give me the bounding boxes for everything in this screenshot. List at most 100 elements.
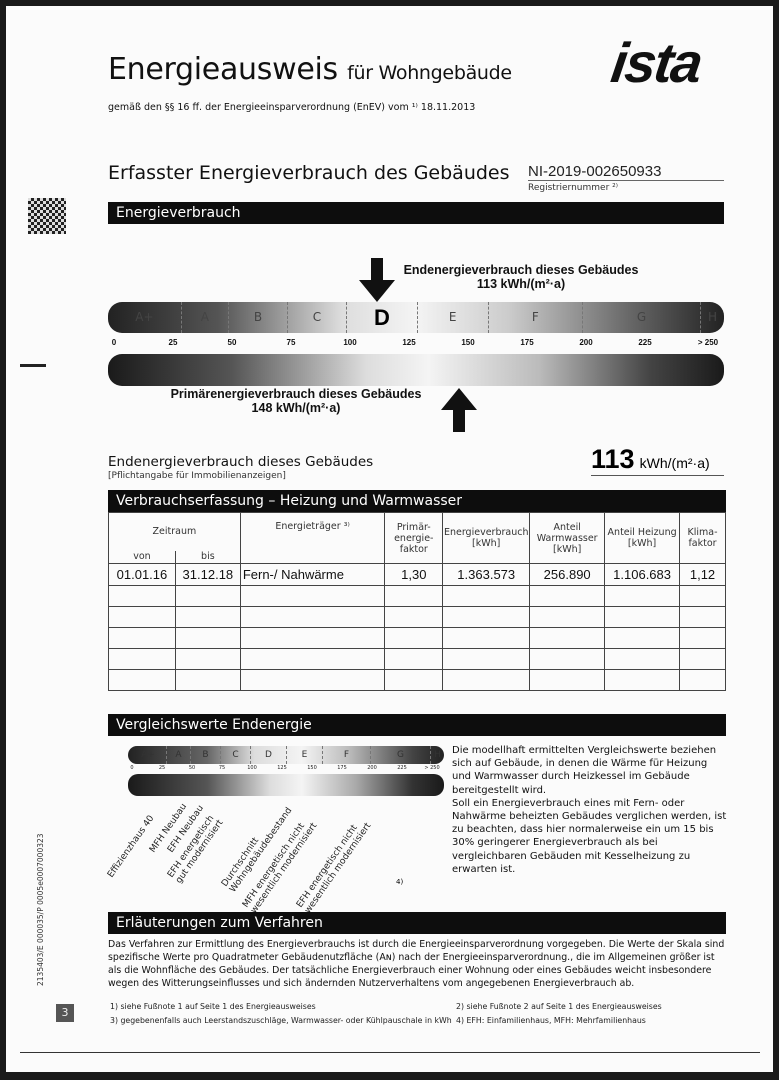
mini-tick: 225 <box>397 765 407 771</box>
table-cell <box>384 585 444 607</box>
mini-tick: 125 <box>277 765 287 771</box>
table-cell <box>174 669 241 691</box>
table-cell: 1.363.573 <box>442 563 531 586</box>
scale-tick: 175 <box>520 338 534 347</box>
mini-class-F: F <box>322 746 370 764</box>
table-cell <box>604 669 681 691</box>
document-page: Energieausweis für Wohngebäude gemäß den… <box>6 6 773 1072</box>
table-row <box>108 585 726 607</box>
scale-tick: > 250 <box>697 338 719 347</box>
mini-tick: 150 <box>307 765 317 771</box>
table-cell: 31.12.18 <box>174 563 241 586</box>
table-row <box>108 627 726 649</box>
table-cell <box>604 606 681 628</box>
scale-tick: 100 <box>343 338 357 347</box>
table-cell <box>108 669 176 691</box>
section-title: Erfasster Energieverbrauch des Gebäudes <box>108 162 510 184</box>
energy-class-A: A <box>180 302 228 333</box>
scale-tick: 0 <box>111 338 117 347</box>
mini-tick: 0 <box>130 765 134 771</box>
energieverbrauch-bar: Energieverbrauch <box>108 202 724 224</box>
header-energietraeger: Energieträger ³⁾ <box>239 512 386 564</box>
table-cell <box>679 627 726 649</box>
mini-class-B: B <box>190 746 220 764</box>
energy-class-C: C <box>287 302 346 333</box>
scale-class-band: A+ A B C D E F G H <box>108 302 724 333</box>
scale-tick: 75 <box>286 338 296 347</box>
table-cell <box>384 669 444 691</box>
energy-class-D: D <box>346 302 417 333</box>
table-cell: Fern-/ Nahwärme <box>239 563 386 586</box>
vergleich-bar: Vergleichswerte Endenergie <box>108 714 726 736</box>
table-cell <box>239 669 386 691</box>
page-number: 3 <box>56 1004 74 1022</box>
table-cell: 1,12 <box>679 563 726 586</box>
primaerenergie-label: Primärenergieverbrauch dieses Gebäudes 1… <box>170 387 422 415</box>
pflicht-note: [Pflichtangabe für Immobilienanzeigen] <box>108 471 286 481</box>
mini-tick: 100 <box>247 765 257 771</box>
verbrauch-table: Zeitraum Energieträger ³⁾ Primär-energie… <box>108 512 726 691</box>
header-bis: bis <box>174 550 241 564</box>
table-row <box>108 669 726 691</box>
table-cell <box>384 606 444 628</box>
mini-class-band: A+ A B C D E F G H <box>128 746 444 764</box>
bottom-rule <box>20 1052 760 1053</box>
table-cell <box>442 585 531 607</box>
header-energieverbrauch: Energieverbrauch [kWh] <box>442 512 531 564</box>
table-cell <box>604 585 681 607</box>
header-von: von <box>108 550 176 564</box>
mini-tick: 200 <box>367 765 377 771</box>
table-cell <box>239 627 386 649</box>
energy-class-F: F <box>487 302 582 333</box>
energy-class-B: B <box>228 302 287 333</box>
table-cell <box>239 648 386 670</box>
mini-tick: > 250 <box>424 765 440 771</box>
scale-tick: 200 <box>579 338 593 347</box>
scan-mark <box>20 364 46 367</box>
table-cell <box>174 627 241 649</box>
scale-tick: 25 <box>168 338 178 347</box>
qr-code-icon <box>28 198 66 234</box>
document-title: Energieausweis für Wohngebäude <box>108 52 512 87</box>
mini-tick: 175 <box>337 765 347 771</box>
table-cell <box>108 648 176 670</box>
header-zeitraum: Zeitraum <box>108 512 241 551</box>
table-cell <box>442 648 531 670</box>
arrow-down-icon <box>358 258 395 306</box>
energy-class-A+: A+ <box>135 310 154 324</box>
table-cell <box>529 648 606 670</box>
mini-class-A: A <box>166 746 190 764</box>
erlaeuterung-text: Das Verfahren zur Ermittlung des Energie… <box>108 939 725 989</box>
document-code: 2135403/E 000035/P 0005e0007000323 <box>36 833 45 986</box>
table-cell <box>679 648 726 670</box>
scale-primary-band <box>108 354 724 386</box>
registration-label: Registriernummer ²⁾ <box>528 183 618 193</box>
header-primaerfaktor: Primär-energie-faktor <box>384 512 444 564</box>
table-cell <box>529 669 606 691</box>
mini-class-G: G <box>370 746 430 764</box>
mini-class-D: D <box>250 746 286 764</box>
mini-class-A+: A+ <box>141 750 155 760</box>
header-klimafaktor: Klima-faktor <box>679 512 726 564</box>
mini-class-H: H <box>430 746 444 764</box>
table-cell <box>384 627 444 649</box>
verbrauch-bar: Verbrauchserfassung – Heizung und Warmwa… <box>108 490 726 512</box>
endenergie-label: Endenergieverbrauch dieses Gebäudes 113 … <box>403 263 639 291</box>
table-cell: 256.890 <box>529 563 606 586</box>
mini-primary-band <box>128 774 444 796</box>
table-cell <box>174 606 241 628</box>
mini-tick: 50 <box>188 765 196 771</box>
table-cell <box>529 606 606 628</box>
table-cell <box>239 585 386 607</box>
table-cell <box>604 648 681 670</box>
table-cell <box>442 669 531 691</box>
table-cell <box>108 606 176 628</box>
ista-logo: ista <box>607 31 705 94</box>
arrow-up-icon <box>441 388 478 436</box>
mini-class-C: C <box>220 746 250 764</box>
table-cell: 1,30 <box>384 563 444 586</box>
table-cell <box>679 669 726 691</box>
scale-tick: 150 <box>461 338 475 347</box>
energy-class-E: E <box>416 302 488 333</box>
scale-tick: 225 <box>638 338 652 347</box>
